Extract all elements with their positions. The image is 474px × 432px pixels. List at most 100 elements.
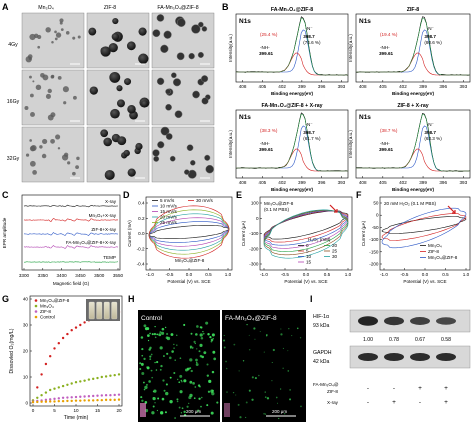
xps-frame: [235, 13, 349, 83]
fluor-dot: [156, 333, 159, 336]
fluor-dot: [171, 350, 174, 353]
fluor-dot: [181, 381, 183, 383]
fluor-dot: [233, 343, 236, 346]
o2-legend-marker: [34, 299, 38, 302]
xps-xlabel: Binding energy(eV): [392, 187, 435, 192]
xps-n-percent: (61.7 %): [303, 136, 321, 141]
o2-point: [74, 326, 78, 329]
o2-point: [74, 399, 78, 402]
tem-particle: [108, 43, 118, 53]
cv-f-xlabel: Potential (V) vs. SCE: [403, 279, 446, 284]
cv-d-legend-label: 30 mV/s: [196, 198, 214, 203]
o2-point: [66, 332, 69, 336]
tem-particle: [37, 45, 41, 49]
o2-point: [87, 395, 91, 398]
fluor-dot: [198, 397, 201, 400]
fluor-dot: [179, 390, 183, 394]
row-label-16gy: 16Gy: [7, 99, 20, 105]
o2-point: [49, 388, 52, 392]
tem-particle: [30, 111, 35, 117]
fluor-dot: [170, 333, 174, 336]
fluor-dot: [188, 402, 190, 405]
cv-e-legend-label: 10: [306, 254, 312, 259]
fluor-dot: [248, 349, 251, 351]
o2-point: [36, 396, 39, 399]
xps-xtick-label: 396: [318, 84, 326, 89]
xps-n-label: -N⁻: [305, 122, 313, 127]
xps-xtick-label: 399: [298, 84, 306, 89]
xps-xtick-label: 393: [338, 180, 346, 185]
o2-ytick-label: 0: [25, 401, 28, 406]
fluor-dot: [146, 327, 150, 331]
fluor-dots: [139, 321, 302, 420]
xps-title: ZIF-8: [407, 7, 420, 13]
tem-particle: [32, 80, 35, 83]
tem-particle: [59, 21, 63, 25]
cv-f-legend-label: Mn₃O₄: [428, 243, 442, 248]
fluor-dot: [226, 391, 228, 393]
o2-point: [109, 394, 112, 397]
hif-band: [410, 317, 430, 325]
xps-xlabel: Binding energy(eV): [271, 187, 314, 192]
treatment-sign-row2: -: [367, 399, 369, 406]
fluor-dot: [159, 331, 162, 334]
cv-e-legend-title: H₂O₂ (mM): [308, 237, 331, 242]
o2-legend-marker: [34, 304, 38, 308]
xps-nh-percent: (38.3 %): [260, 128, 278, 133]
fluor-dot: [173, 347, 175, 349]
o2-point: [61, 399, 65, 403]
fluor-dot: [192, 381, 195, 385]
xps-xlabel: Binding energy(eV): [392, 91, 435, 96]
cv-d-ylabel: Current (mA): [127, 220, 132, 247]
cv-e-legend-label: 30: [332, 254, 338, 259]
fluor-dot: [196, 348, 198, 350]
xps-xtick-label: 399: [419, 84, 427, 89]
fluor-dot: [146, 366, 148, 368]
hif-ratio: 0.67: [415, 337, 425, 343]
cv-f-xtick-label: -1.0: [380, 272, 388, 277]
fluor-dot: [155, 369, 158, 371]
hif-band: [436, 317, 456, 325]
o2-point: [117, 373, 121, 376]
fluor-dot: [266, 397, 270, 400]
tem-particle: [205, 164, 214, 174]
cv-d-xtick-label: -1.0: [146, 272, 154, 277]
fluor-dot: [280, 328, 282, 330]
hif-ratio: 0.58: [441, 337, 451, 343]
cv-f-ytick-label: -100: [369, 237, 379, 242]
o2-point: [87, 378, 91, 381]
o2-point: [96, 398, 99, 402]
xps-xtick-label: 393: [459, 180, 467, 185]
fluor-dot: [235, 394, 237, 396]
tem-particle: [28, 57, 32, 61]
o2-point: [87, 399, 91, 402]
fluor-image-control: [138, 310, 220, 422]
tem-particle: [141, 100, 148, 108]
o2-point: [70, 399, 73, 403]
o2-point: [92, 377, 95, 381]
fluor-dot: [199, 354, 203, 358]
tem-particle: [76, 156, 80, 161]
tem-particle: [72, 36, 76, 40]
o2-point: [83, 399, 86, 402]
o2-point: [74, 381, 78, 384]
tem-particle: [57, 147, 61, 150]
fluor-dot: [206, 404, 209, 407]
fluor-dot: [242, 360, 245, 362]
fluor-dot: [195, 363, 199, 367]
fluor-dot: [289, 389, 291, 391]
tem-particle: [29, 139, 32, 142]
tem-particle: [55, 32, 62, 38]
fluor-dot: [152, 391, 155, 393]
tem-particle: [160, 126, 170, 136]
cv-e-xlabel: Potential (V) vs. SCE: [284, 279, 327, 284]
fluor-dot: [199, 333, 203, 337]
cv-d-xtick-label: -0.5: [166, 272, 174, 277]
xps-frame: [235, 109, 349, 179]
fluor-image-treated: [222, 310, 306, 422]
fluor-dot: [157, 397, 160, 400]
treatment-row1-label: FA-Mn₃O₄@: [313, 382, 339, 387]
epr-spectrum: [23, 204, 118, 208]
o2-xtick-label: 15: [95, 408, 101, 413]
tem-particle: [77, 35, 81, 39]
